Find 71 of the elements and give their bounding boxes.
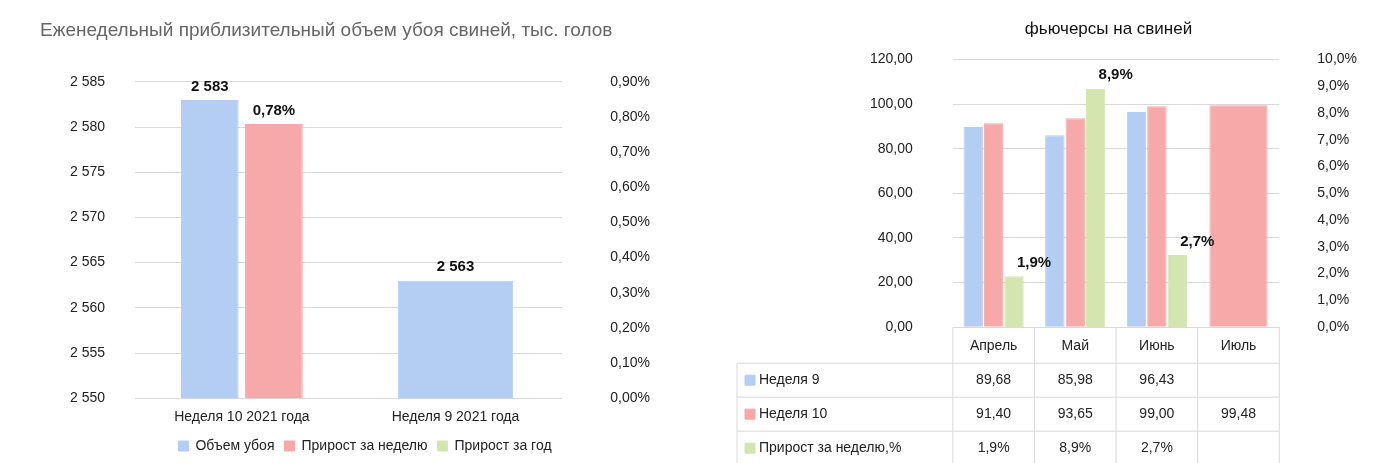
chart-title: фьючерсы на свиней: [1024, 18, 1193, 38]
y-tick-label: 2 570: [69, 208, 106, 225]
y-tick-label: 2 560: [69, 298, 106, 315]
y2-tick-label: 0,40%: [610, 248, 651, 265]
text: 2,7%: [1180, 231, 1215, 249]
y2-tick-label: 8,0%: [1317, 103, 1350, 120]
y2-tick-label: 7,0%: [1317, 130, 1350, 147]
y2-tick-label: 0,00%: [610, 389, 651, 406]
x-tick-label: Апрель: [969, 337, 1018, 354]
y-tick-label: 120,00: [869, 50, 914, 67]
bar: [1004, 276, 1024, 328]
bar: [983, 123, 1004, 327]
data-label: 93,65: [1057, 405, 1093, 422]
y2-tick-label: 3,0%: [1317, 237, 1350, 254]
text: 8,9%: [1098, 65, 1133, 83]
data-label: 2 563: [436, 257, 475, 275]
data-label: 91,40: [976, 405, 1012, 422]
y2-tick-label: 6,0%: [1317, 157, 1350, 174]
x-tick-label: Июль: [1220, 337, 1257, 354]
legend-label: Неделя 10: [759, 405, 828, 422]
data-label: 0,78%: [252, 100, 296, 118]
data-label: 1,9%: [977, 439, 1010, 456]
y2-tick-label: 5,0%: [1317, 184, 1350, 201]
y-tick-label: 80,00: [877, 139, 914, 156]
bar: [1147, 106, 1167, 327]
y-tick-label: 20,00: [877, 273, 914, 290]
y2-tick-label: 0,90%: [610, 72, 651, 89]
x-tick-label: Неделя 9 2021 года: [391, 408, 520, 425]
data-label: 8,9%: [1059, 439, 1092, 456]
y-tick-label: 100,00: [869, 94, 914, 111]
y2-tick-label: 0,60%: [610, 178, 651, 195]
y-tick-label: 2 550: [69, 389, 106, 406]
y-tick-label: 2 580: [69, 117, 106, 134]
y-tick-label: 40,00: [877, 228, 914, 245]
y2-tick-label: 2,0%: [1317, 264, 1350, 281]
data-label: 99,48: [1220, 405, 1257, 422]
text: 1,9%: [1016, 252, 1052, 270]
y-tick-label: 2 575: [69, 163, 106, 180]
y-tick-label: 2 565: [69, 253, 106, 270]
x-tick-label: Неделя 10 2021 года: [174, 408, 310, 425]
legend-label: Прирост за неделю,%: [759, 439, 902, 456]
y2-tick-label: 4,0%: [1317, 210, 1350, 227]
data-label: 85,98: [1057, 371, 1093, 388]
data-label: 2 583: [191, 76, 229, 94]
y2-tick-label: 0,30%: [610, 283, 651, 300]
legend-label: Прирост за год: [454, 436, 552, 453]
data-label: 99,00: [1139, 405, 1175, 422]
data-label: 2,7%: [1140, 439, 1173, 456]
y2-tick-label: 10,0%: [1317, 50, 1358, 67]
y2-tick-label: 0,70%: [610, 142, 651, 159]
bar: [1126, 112, 1147, 327]
y-tick-label: 0,00: [885, 318, 914, 335]
y2-tick-label: 9,0%: [1317, 77, 1350, 94]
y2-tick-label: 0,50%: [610, 213, 651, 230]
x-tick-label: Июнь: [1139, 337, 1175, 354]
legend-label: Объем убоя: [195, 436, 275, 453]
y-tick-label: 60,00: [877, 184, 914, 201]
y2-tick-label: 0,0%: [1317, 318, 1350, 335]
y2-tick-label: 0,20%: [610, 318, 651, 335]
data-label: 89,68: [976, 371, 1012, 388]
y2-tick-label: 0,10%: [610, 353, 651, 370]
chart-title: Еженедельный приблизительный объем убоя свиней, тыс. голов: [40, 18, 613, 40]
bar: [963, 127, 983, 327]
y2-tick-label: 1,0%: [1317, 291, 1350, 308]
y-tick-label: 2 585: [69, 72, 106, 89]
y2-tick-label: 0,80%: [610, 107, 651, 124]
legend-label: Прирост за неделю: [301, 436, 428, 453]
y-tick-label: 2 555: [69, 343, 106, 360]
data-label: 96,43: [1139, 371, 1175, 388]
legend-label: Неделя 9: [759, 371, 820, 388]
x-tick-label: Май: [1061, 337, 1089, 354]
